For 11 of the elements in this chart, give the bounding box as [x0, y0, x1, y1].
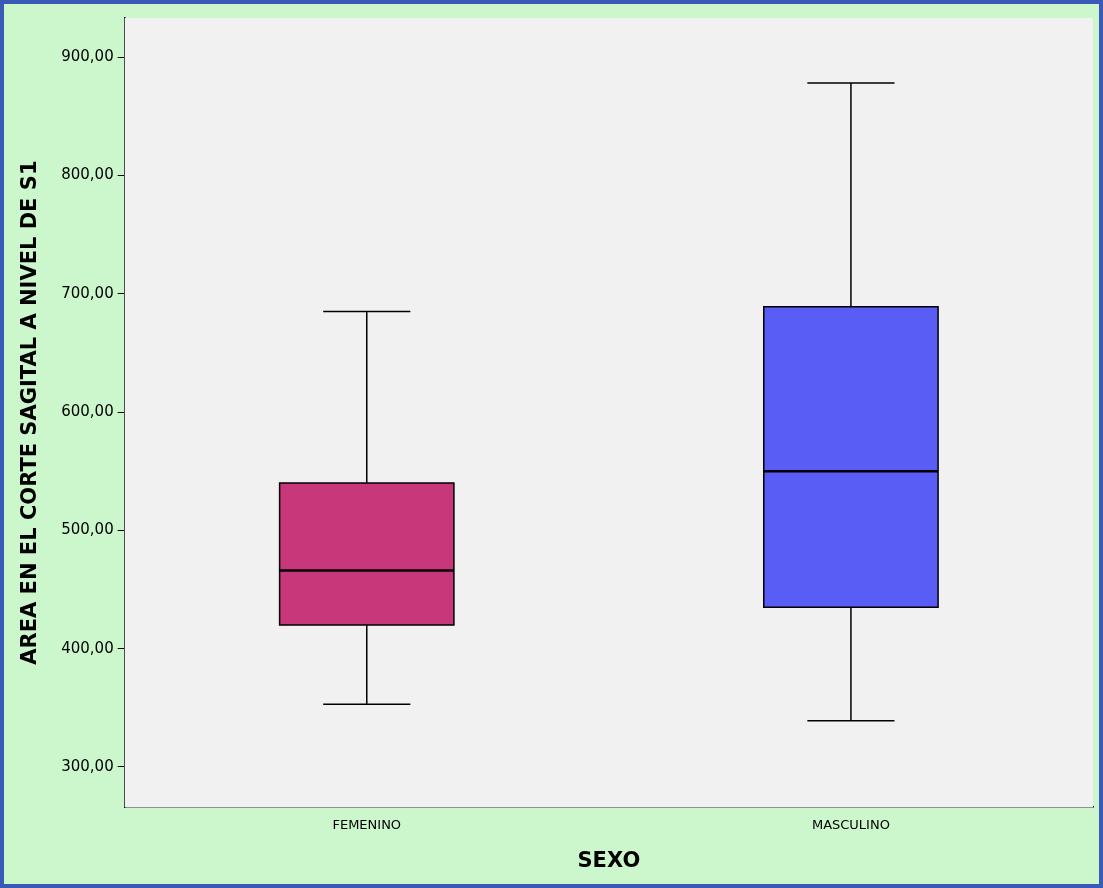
- x-axis-title: SEXO: [577, 847, 641, 872]
- x-tick-label: MASCULINO: [811, 817, 890, 833]
- y-tick-label: 500,00: [61, 520, 114, 539]
- y-tick-label: 900,00: [61, 46, 114, 65]
- y-tick-label: 400,00: [61, 638, 114, 657]
- y-tick-label: 300,00: [61, 756, 114, 775]
- y-tick-label: 700,00: [61, 283, 114, 302]
- y-tick-label: 600,00: [61, 401, 114, 420]
- y-axis-title: AREA EN EL CORTE SAGITAL A NIVEL DE S1: [17, 160, 42, 665]
- y-tick-label: 800,00: [61, 165, 114, 184]
- x-tick-label: FEMENINO: [332, 817, 402, 833]
